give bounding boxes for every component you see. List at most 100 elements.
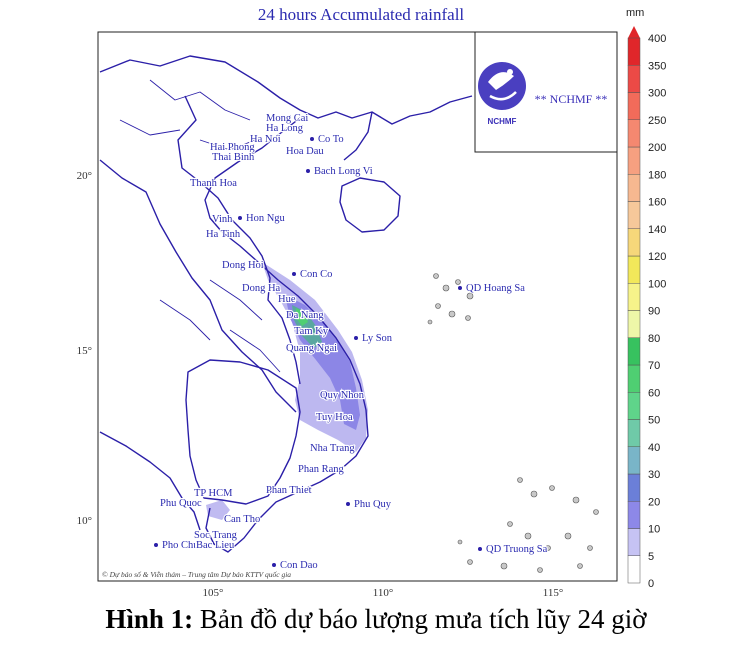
- place-marker: Hoa Dau: [285, 145, 326, 158]
- place-label: Thai Binh: [212, 152, 255, 163]
- place-marker: Can Tho: [223, 513, 261, 526]
- place-label: Hoa Dau: [286, 146, 324, 157]
- colorbar-segment: [627, 419, 641, 447]
- place-label: Phu Quoc: [160, 498, 202, 509]
- colorbar-tick-label: 300: [648, 88, 666, 100]
- place-marker: QD Hoang Sa: [458, 282, 526, 295]
- place-label: Con Dao: [280, 560, 318, 571]
- caption-label: Hình 1:: [105, 604, 194, 634]
- logo-swirl-top: [488, 72, 514, 90]
- colorbar-unit: mm: [626, 7, 644, 19]
- place-label: Da Nang: [286, 310, 324, 321]
- island: [587, 545, 593, 551]
- place-marker: TP HCM: [193, 487, 234, 500]
- colorbar-tick-label: 200: [648, 142, 666, 154]
- place-marker: Ha Tinh: [205, 228, 242, 241]
- place-label: Hue: [278, 294, 296, 305]
- place-label: Hon Ngu: [246, 213, 286, 224]
- station-dot: [354, 336, 358, 340]
- island: [500, 562, 508, 570]
- colorbar-segment: [627, 119, 641, 148]
- island: [545, 545, 551, 551]
- place-marker: Quy Nhon: [319, 389, 366, 402]
- island: [564, 532, 572, 540]
- colorbar-legend: mm 0 5 10 20 30 40 50 60 70 80 90 100 120 140 160 180 20…: [626, 7, 666, 590]
- place-marker: Bac Lieu: [195, 539, 236, 552]
- place-label: Mong Cai: [266, 113, 308, 124]
- place-marker: Thanh Hoa: [189, 177, 238, 190]
- borders: [99, 55, 473, 553]
- island: [593, 509, 599, 515]
- place-label: Con Co: [300, 269, 332, 280]
- island: [467, 559, 473, 565]
- place-label: Co To: [318, 134, 344, 145]
- place-marker: Da Nang: [285, 309, 326, 322]
- island: [517, 477, 523, 483]
- island: [448, 310, 456, 318]
- colorbar-tick-label: 250: [648, 115, 666, 127]
- island: [465, 315, 471, 321]
- colorbar-tick-label: 30: [648, 469, 660, 481]
- island: [537, 567, 543, 573]
- colorbar-segment: [627, 473, 641, 502]
- colorbar-tick-label: 90: [648, 306, 660, 318]
- colorbar-segment: [627, 337, 641, 366]
- map-credit: © Dự báo số & Viễn thám – Trung tâm Dự b…: [102, 570, 291, 579]
- place-label: Ha Noi: [250, 134, 281, 145]
- place-marker: Ha Long: [265, 122, 305, 135]
- colorbar-segment: [627, 146, 641, 175]
- place-label: Phan Thiet: [266, 485, 312, 496]
- place-label: Bac Lieu: [196, 540, 235, 551]
- place-label: Thanh Hoa: [190, 178, 237, 189]
- figure-caption: Hình 1: Bản đồ dự báo lượng mưa tích lũy…: [0, 604, 752, 635]
- colorbar-tick-label: 0: [648, 578, 654, 590]
- place-marker: Tuy Hoa: [315, 411, 354, 424]
- leizhou-coast: [343, 111, 373, 161]
- logo-badge-text: NCHMF: [488, 117, 517, 126]
- lon-label: 105°: [203, 587, 224, 599]
- place-label: Soc Trang: [194, 530, 238, 541]
- place-marker: Hai Phong: [209, 141, 257, 154]
- place-label: Tam Ky: [294, 326, 329, 337]
- colorbar-segment: [627, 555, 641, 584]
- colorbar-segment: [627, 310, 641, 338]
- map-layers: [99, 55, 599, 573]
- colorbar-arrow: [628, 26, 640, 38]
- caption-text: Bản đồ dự báo lượng mưa tích lũy 24 giờ: [193, 604, 647, 634]
- colorbar-segment: [627, 501, 641, 529]
- place-label: Vinh: [212, 214, 233, 225]
- colorbar-segment: [627, 201, 641, 229]
- place-marker: Thai Binh: [211, 151, 256, 164]
- place-label: Dong Ha: [242, 283, 281, 294]
- rain-area-light-sw: [206, 500, 230, 520]
- station-dot: [238, 216, 242, 220]
- place-label: QD Hoang Sa: [466, 283, 525, 294]
- colorbar-segment: [627, 37, 641, 66]
- place-marker: Phan Thiet: [265, 484, 313, 497]
- place-marker: Con Co: [292, 268, 333, 281]
- place-marker: Co To: [310, 133, 345, 146]
- place-marker: Hue: [277, 293, 297, 306]
- island: [524, 532, 532, 540]
- place-marker: Phu Quy: [346, 498, 393, 511]
- rainfall-map: 24 hours Accumulated rainfall: [77, 5, 667, 599]
- place-marker: Con Dao: [272, 559, 319, 572]
- place-marker: Tam Ky: [293, 325, 330, 338]
- map-title: 24 hours Accumulated rainfall: [258, 5, 465, 24]
- colorbar-segment: [627, 174, 641, 202]
- colorbar-tick-label: 60: [648, 387, 660, 399]
- nchmf-logo-icon: [478, 62, 526, 110]
- place-label: Phu Quy: [354, 499, 392, 510]
- place-label: Bach Long Vi: [314, 166, 373, 177]
- logo-swirl-bottom: [489, 91, 517, 101]
- place-label: Quang Ngai: [286, 343, 337, 354]
- place-marker: QD Truong Sa: [478, 543, 549, 556]
- place-label: Ha Long: [266, 123, 304, 134]
- lat-label: 15°: [77, 345, 92, 357]
- place-marker: Mong Cai: [265, 112, 310, 125]
- china-border: [99, 55, 473, 125]
- colorbar-tick-label: 40: [648, 442, 660, 454]
- lat-label: 20°: [77, 170, 92, 182]
- place-marker: Vinh: [211, 213, 234, 226]
- place-marker: Ha Noi: [249, 133, 282, 146]
